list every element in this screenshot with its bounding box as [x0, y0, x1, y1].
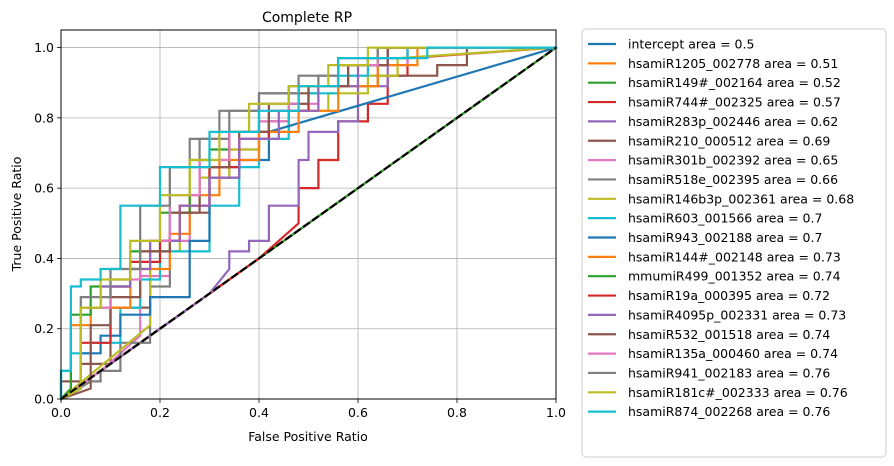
- legend-label-0: intercept area = 0.5: [628, 37, 754, 52]
- legend-label-2: hsamiR149#_002164 area = 0.52: [628, 75, 841, 90]
- x-axis-ticks: 0.0 0.2 0.4 0.6 0.8 1.0: [51, 399, 566, 420]
- y-tick-label: 0.0: [34, 392, 54, 407]
- x-tick-label: 1.0: [546, 405, 566, 420]
- x-tick-label: 0.0: [51, 405, 71, 420]
- x-axis-label: False Positive Ratio: [248, 429, 368, 444]
- y-axis-ticks: 0.0 0.2 0.4 0.6 0.8 1.0: [34, 40, 61, 407]
- legend-label-11: hsamiR144#_002148 area = 0.73: [628, 249, 841, 264]
- legend-label-14: hsamiR4095p_002331 area = 0.73: [628, 307, 846, 322]
- y-tick-label: 1.0: [34, 40, 54, 55]
- legend-label-4: hsamiR283p_002446 area = 0.62: [628, 114, 838, 129]
- chart-title: Complete RP: [262, 10, 352, 26]
- chance-diagonal-line: [60, 46, 557, 400]
- legend-label-18: hsamiR181c#_002333 area = 0.76: [628, 385, 848, 400]
- legend: intercept area = 0.5 hsamiR1205_002778 ar…: [581, 28, 887, 458]
- roc-curve-19: [59, 46, 558, 401]
- legend-label-19: hsamiR874_002268 area = 0.76: [628, 404, 830, 419]
- roc-curve-18: [59, 46, 558, 401]
- legend-label-3: hsamiR744#_002325 area = 0.57: [628, 95, 841, 110]
- y-axis-label: True Positive Ratio: [9, 157, 24, 273]
- y-tick-label: 0.4: [34, 251, 54, 266]
- legend-label-9: hsamiR603_001566 area = 0.7: [628, 211, 822, 226]
- y-tick-label: 0.6: [34, 181, 54, 196]
- legend-label-5: hsamiR210_000512 area = 0.69: [628, 133, 830, 148]
- legend-label-10: hsamiR943_002188 area = 0.7: [628, 230, 822, 245]
- legend-label-1: hsamiR1205_002778 area = 0.51: [628, 56, 838, 71]
- x-tick-label: 0.6: [348, 405, 368, 420]
- plot-frame: [60, 29, 557, 400]
- roc-curves: [59, 46, 558, 401]
- legend-frame: [581, 28, 887, 458]
- legend-label-12: mmumiR499_001352 area = 0.74: [628, 269, 841, 284]
- y-tick-label: 0.8: [34, 110, 54, 125]
- legend-label-13: hsamiR19a_000395 area = 0.72: [628, 288, 830, 303]
- roc-curve-15: [59, 46, 558, 401]
- x-tick-label: 0.8: [447, 405, 467, 420]
- y-tick-label: 0.2: [34, 321, 54, 336]
- x-tick-label: 0.4: [249, 405, 269, 420]
- legend-label-6: hsamiR301b_002392 area = 0.65: [628, 153, 838, 168]
- legend-label-16: hsamiR135a_000460 area = 0.74: [628, 346, 838, 361]
- legend-label-17: hsamiR941_002183 area = 0.76: [628, 365, 830, 380]
- legend-label-8: hsamiR146b3p_002361 area = 0.68: [628, 191, 854, 206]
- legend-label-7: hsamiR518e_002395 area = 0.66: [628, 172, 838, 187]
- legend-label-15: hsamiR532_001518 area = 0.74: [628, 327, 830, 342]
- x-tick-label: 0.2: [150, 405, 170, 420]
